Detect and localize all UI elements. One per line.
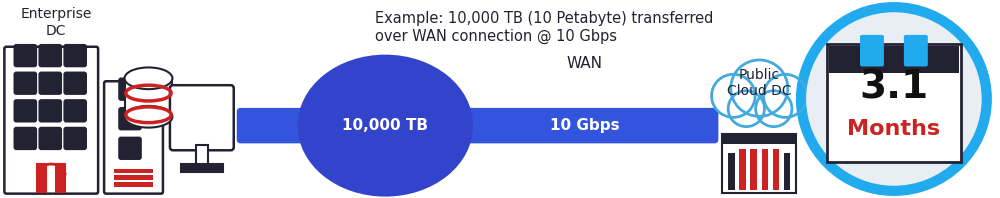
FancyBboxPatch shape — [170, 85, 234, 150]
Text: Months: Months — [847, 119, 940, 139]
FancyBboxPatch shape — [39, 45, 61, 67]
Text: WAN: WAN — [567, 56, 603, 71]
Text: 10,000 TB: 10,000 TB — [342, 118, 428, 133]
Bar — [773, 149, 779, 190]
Bar — [56, 164, 65, 192]
Text: Enterprise
DC: Enterprise DC — [21, 7, 92, 37]
Ellipse shape — [125, 68, 172, 89]
FancyBboxPatch shape — [237, 108, 718, 143]
Bar — [762, 152, 768, 190]
Bar — [728, 152, 735, 190]
Bar — [114, 175, 153, 180]
FancyBboxPatch shape — [39, 128, 61, 149]
Bar — [196, 145, 208, 167]
FancyBboxPatch shape — [904, 35, 928, 67]
Bar — [114, 182, 153, 187]
Ellipse shape — [125, 106, 172, 128]
Circle shape — [756, 91, 792, 127]
Bar — [829, 46, 959, 73]
FancyBboxPatch shape — [64, 45, 86, 67]
FancyBboxPatch shape — [14, 72, 36, 94]
FancyBboxPatch shape — [14, 45, 36, 67]
FancyBboxPatch shape — [104, 81, 163, 194]
Bar — [750, 152, 757, 190]
Circle shape — [712, 74, 755, 117]
Bar — [37, 164, 46, 192]
FancyBboxPatch shape — [39, 72, 61, 94]
FancyBboxPatch shape — [119, 78, 141, 100]
FancyBboxPatch shape — [827, 44, 961, 162]
FancyBboxPatch shape — [39, 100, 61, 122]
FancyBboxPatch shape — [14, 128, 36, 149]
Bar — [723, 134, 795, 144]
Bar — [739, 152, 746, 190]
Bar — [750, 149, 757, 190]
FancyBboxPatch shape — [64, 128, 86, 149]
Bar — [773, 152, 779, 190]
Text: 3.1: 3.1 — [859, 68, 928, 106]
Circle shape — [763, 74, 807, 117]
Bar — [181, 164, 223, 172]
Text: Public
Cloud DC: Public Cloud DC — [727, 68, 792, 98]
Bar — [125, 78, 172, 117]
Bar — [739, 149, 746, 190]
FancyBboxPatch shape — [119, 137, 141, 159]
Text: 10 Gbps: 10 Gbps — [550, 118, 620, 133]
Bar — [114, 168, 153, 173]
Circle shape — [802, 8, 986, 190]
FancyBboxPatch shape — [64, 72, 86, 94]
Circle shape — [728, 91, 764, 127]
Circle shape — [731, 60, 788, 116]
FancyBboxPatch shape — [64, 100, 86, 122]
FancyBboxPatch shape — [14, 100, 36, 122]
FancyBboxPatch shape — [722, 133, 796, 193]
FancyBboxPatch shape — [860, 35, 884, 67]
Ellipse shape — [298, 55, 473, 197]
Circle shape — [806, 12, 982, 186]
FancyBboxPatch shape — [4, 47, 98, 194]
Bar — [762, 149, 768, 190]
FancyBboxPatch shape — [119, 108, 141, 129]
Text: Example: 10,000 TB (10 Petabyte) transferred
over WAN connection @ 10 Gbps: Example: 10,000 TB (10 Petabyte) transfe… — [375, 11, 714, 44]
Bar — [784, 152, 790, 190]
